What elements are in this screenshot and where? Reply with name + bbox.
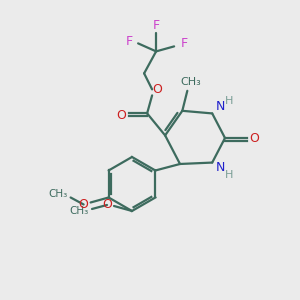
Text: H: H [225, 169, 233, 180]
Text: N: N [215, 100, 225, 113]
Text: CH₃: CH₃ [48, 190, 67, 200]
Text: O: O [249, 131, 259, 145]
Text: O: O [102, 199, 112, 212]
Text: O: O [116, 109, 126, 122]
Text: O: O [152, 83, 162, 96]
Text: O: O [79, 198, 88, 211]
Text: CH₃: CH₃ [180, 77, 201, 87]
Text: CH₃: CH₃ [69, 206, 88, 216]
Text: H: H [225, 96, 233, 106]
Text: N: N [215, 161, 225, 174]
Text: F: F [181, 37, 188, 50]
Text: F: F [126, 35, 133, 48]
Text: F: F [153, 19, 160, 32]
